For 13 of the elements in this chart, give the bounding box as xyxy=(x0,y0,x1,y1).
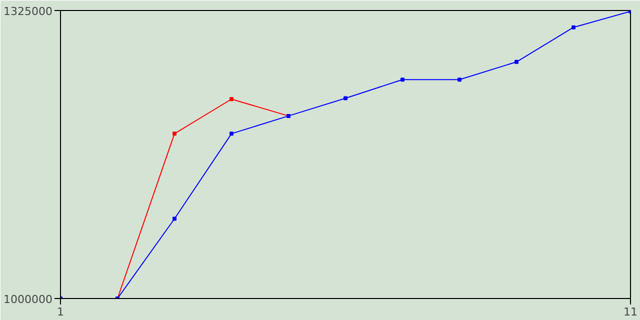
point xyxy=(514,60,518,64)
x-tick-label: 1 xyxy=(57,306,64,318)
point xyxy=(400,78,404,82)
point xyxy=(230,132,234,136)
x-tick-label: 11 xyxy=(624,306,638,318)
point xyxy=(230,97,234,102)
point xyxy=(172,216,176,221)
point xyxy=(172,132,176,136)
point xyxy=(572,25,576,30)
y-tick-label: 1325000 xyxy=(4,5,53,18)
point xyxy=(344,96,348,100)
point xyxy=(458,78,462,82)
y-tick-label: 1000000 xyxy=(4,293,53,306)
